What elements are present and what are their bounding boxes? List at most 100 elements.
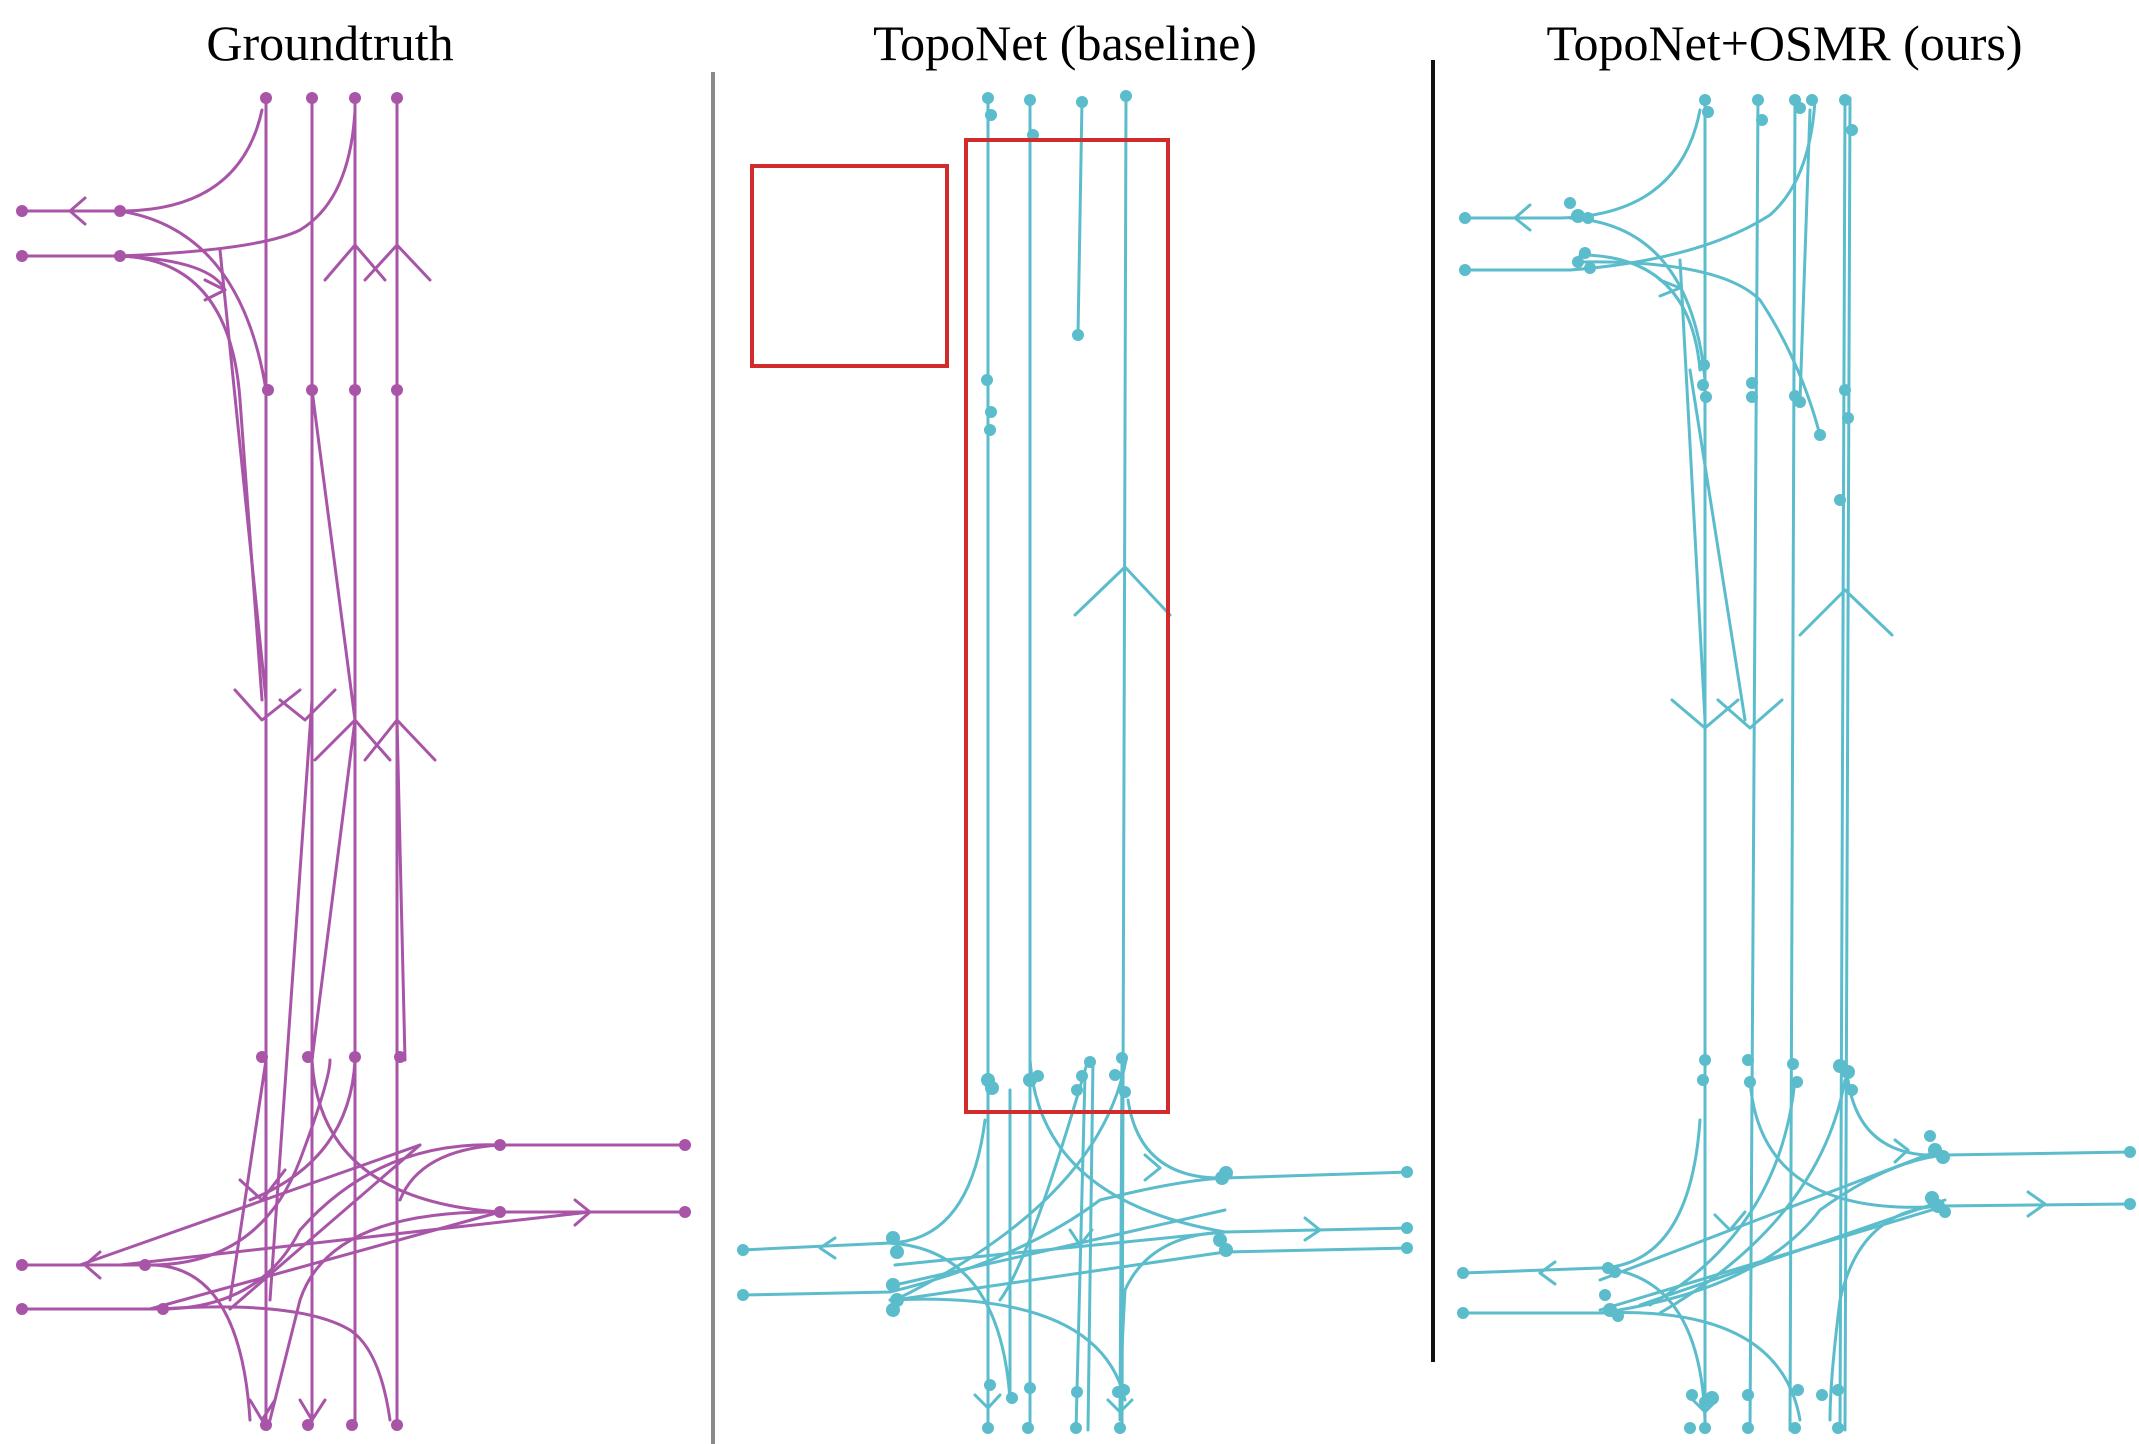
gt-lane	[20, 1143, 502, 1311]
baseline-node	[1022, 1422, 1034, 1434]
gt-node	[16, 205, 28, 217]
gt-lane	[268, 1210, 687, 1422]
ours-lane	[1788, 96, 1797, 1432]
ours-arrow-mark	[2026, 1190, 2047, 1218]
baseline-lane	[1028, 1058, 1227, 1234]
gt-node	[302, 1051, 314, 1063]
baseline-node	[1084, 1056, 1096, 1068]
ours-node	[1742, 1422, 1754, 1434]
ours-node	[1459, 264, 1471, 276]
ours-node	[1936, 1150, 1950, 1164]
panel-title-ours: TopoNet+OSMR (ours)	[1546, 15, 2023, 71]
baseline-node	[1401, 1242, 1413, 1254]
gt-arrow-mark	[573, 1198, 592, 1227]
gt-node	[494, 1139, 506, 1151]
baseline-lane	[1074, 1073, 1087, 1432]
ours-arrow-mark	[1658, 278, 1682, 298]
ours-lane	[1748, 96, 1760, 1432]
ours-node	[1756, 114, 1768, 126]
baseline-lane	[1120, 94, 1128, 1432]
baseline-lane	[893, 1058, 1128, 1302]
ours-node	[1842, 412, 1854, 424]
ours-node	[1457, 1267, 1469, 1279]
baseline-node	[1024, 94, 1036, 106]
ours-node	[1841, 1065, 1855, 1079]
gt-node	[494, 1206, 506, 1218]
gt-node	[391, 384, 403, 396]
baseline-lane	[1118, 1226, 1410, 1422]
baseline-node	[1024, 1382, 1036, 1394]
baseline-lane	[740, 1176, 1227, 1297]
baseline-lane	[893, 1230, 1227, 1267]
gt-arrow-mark	[203, 278, 227, 302]
baseline-arrow-mark	[1143, 1153, 1162, 1182]
ours-node	[1697, 1074, 1709, 1086]
baseline-node	[1006, 1392, 1018, 1404]
ours-lane	[1598, 1310, 1802, 1422]
baseline-node	[886, 1278, 900, 1292]
gt-lane	[238, 398, 264, 702]
baseline-node	[982, 1422, 994, 1434]
panel-title-groundtruth: Groundtruth	[206, 15, 454, 71]
baseline-arrow-mark	[1106, 1398, 1134, 1414]
gt-lane	[148, 1263, 252, 1422]
baseline-arrow-mark	[818, 1236, 837, 1260]
gt-lane	[118, 1210, 592, 1267]
gt-nodes	[16, 92, 691, 1431]
gt-lane	[78, 1143, 422, 1267]
gt-node	[349, 1051, 361, 1063]
gt-lane	[310, 388, 357, 722]
ours-node	[1699, 94, 1711, 106]
baseline-lane	[888, 1241, 1012, 1402]
groundtruth-graph	[16, 92, 691, 1431]
gt-node	[302, 1419, 314, 1431]
baseline-lane	[998, 1058, 1090, 1302]
ours-node	[1702, 106, 1714, 118]
baseline-node	[985, 109, 997, 121]
baseline-node	[1219, 1166, 1233, 1180]
ours-node	[1814, 429, 1826, 441]
baseline-arrow-mark	[973, 1393, 1002, 1410]
ours-nodes	[1457, 94, 2136, 1434]
ours-node	[1699, 1054, 1711, 1066]
gt-node	[260, 1419, 272, 1431]
baseline-node	[982, 92, 994, 104]
baseline-node	[1116, 1052, 1128, 1064]
gt-node	[139, 1259, 151, 1271]
ours-node	[1834, 494, 1846, 506]
ours-node	[1787, 1058, 1799, 1070]
gt-lane	[228, 1058, 268, 1302]
ours-node	[1699, 1396, 1711, 1408]
gt-node	[679, 1206, 691, 1218]
ours-arrow-mark	[1538, 1260, 1557, 1286]
baseline-node	[737, 1289, 749, 1301]
ours-node	[1742, 1389, 1754, 1401]
gt-lane	[228, 1143, 422, 1311]
ours-arrow-mark	[1716, 698, 1784, 730]
ours-node	[1697, 379, 1709, 391]
panel-title-baseline: TopoNet (baseline)	[873, 15, 1257, 71]
ours-lane	[1846, 1078, 2132, 1157]
ours-lane	[1463, 108, 1702, 220]
gt-node	[306, 92, 318, 104]
ours-node	[1832, 1422, 1844, 1434]
ours-arrow-mark	[1713, 1210, 1747, 1232]
highlight-box-incorrect-lanes	[964, 138, 1170, 1114]
gt-arrow-mark	[298, 1398, 327, 1422]
ours-lane	[1843, 96, 1852, 1432]
ours-node	[1839, 94, 1851, 106]
gt-node	[114, 250, 126, 262]
ours-node	[1564, 197, 1576, 209]
gt-arrow-mark	[248, 1398, 277, 1422]
baseline-node	[737, 1244, 749, 1256]
ours-lane	[1568, 216, 1707, 382]
ours-node	[1459, 212, 1471, 224]
gt-node	[114, 205, 126, 217]
ours-node	[1579, 247, 1591, 259]
highlight-box-missing-lanes	[750, 164, 949, 368]
gt-node	[157, 1303, 169, 1315]
gt-node	[16, 250, 28, 262]
gt-node	[349, 384, 361, 396]
baseline-node	[984, 1379, 996, 1391]
gt-node	[306, 384, 318, 396]
